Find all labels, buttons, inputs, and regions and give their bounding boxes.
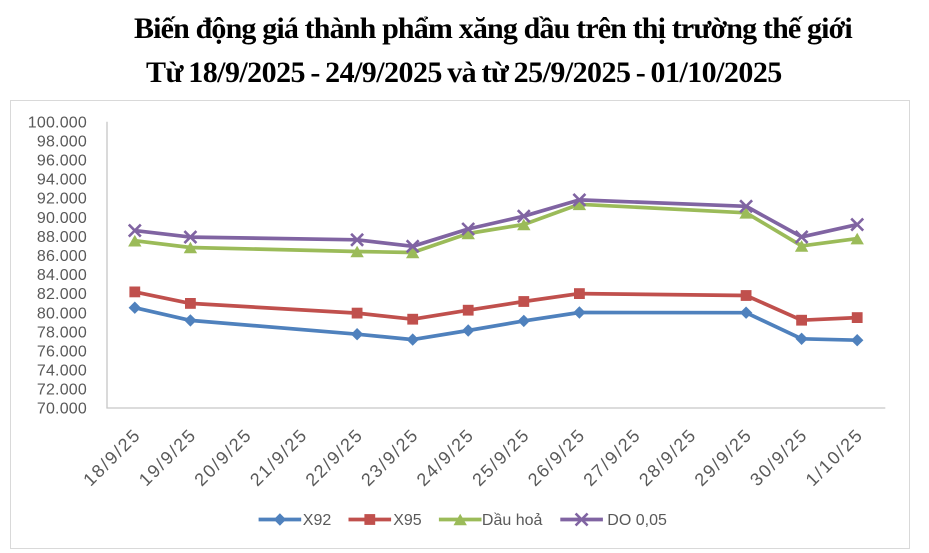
svg-text:29/9/25: 29/9/25 — [691, 424, 757, 490]
svg-text:27/9/25: 27/9/25 — [579, 424, 645, 490]
svg-text:X95: X95 — [393, 512, 422, 529]
svg-text:22/9/25: 22/9/25 — [302, 424, 368, 490]
svg-text:100.000: 100.000 — [28, 114, 87, 131]
svg-text:28/9/25: 28/9/25 — [635, 424, 701, 490]
svg-text:88.000: 88.000 — [37, 229, 87, 246]
svg-text:72.000: 72.000 — [37, 382, 87, 399]
svg-text:23/9/25: 23/9/25 — [357, 424, 423, 490]
svg-text:20/9/25: 20/9/25 — [190, 424, 256, 490]
svg-text:X92: X92 — [303, 512, 332, 529]
svg-text:18/9/25: 18/9/25 — [79, 424, 145, 490]
svg-text:96.000: 96.000 — [37, 153, 87, 170]
svg-text:19/9/25: 19/9/25 — [135, 424, 201, 490]
svg-text:70.000: 70.000 — [37, 401, 87, 418]
svg-text:76.000: 76.000 — [37, 343, 87, 360]
svg-text:Dầu hoả: Dầu hoả — [482, 512, 543, 529]
svg-text:92.000: 92.000 — [37, 191, 87, 208]
svg-text:74.000: 74.000 — [37, 363, 87, 380]
svg-text:78.000: 78.000 — [37, 324, 87, 341]
svg-text:21/9/25: 21/9/25 — [246, 424, 312, 490]
svg-text:84.000: 84.000 — [37, 267, 87, 284]
svg-text:82.000: 82.000 — [37, 286, 87, 303]
svg-text:94.000: 94.000 — [37, 172, 87, 189]
svg-text:90.000: 90.000 — [37, 210, 87, 227]
svg-text:DO 0,05: DO 0,05 — [607, 512, 667, 529]
svg-text:98.000: 98.000 — [37, 134, 87, 151]
svg-text:24/9/25: 24/9/25 — [413, 424, 479, 490]
svg-text:30/9/25: 30/9/25 — [746, 424, 812, 490]
svg-text:25/9/25: 25/9/25 — [468, 424, 534, 490]
svg-text:1/10/25: 1/10/25 — [802, 424, 868, 490]
svg-text:80.000: 80.000 — [37, 305, 87, 322]
svg-text:86.000: 86.000 — [37, 248, 87, 265]
svg-text:26/9/25: 26/9/25 — [524, 424, 590, 490]
